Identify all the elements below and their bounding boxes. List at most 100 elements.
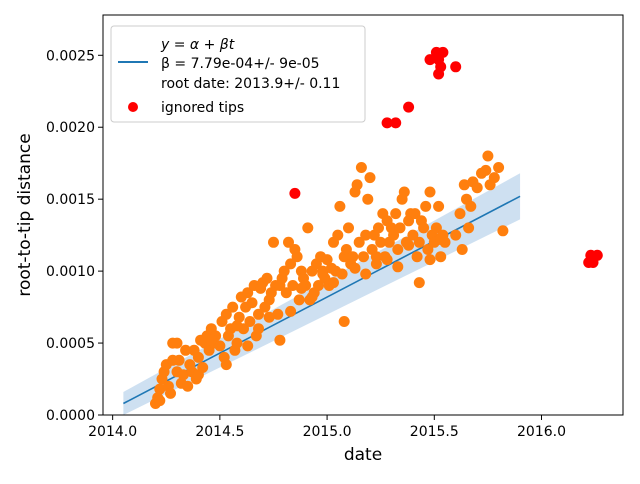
tip-point	[167, 354, 179, 366]
tip-point	[433, 200, 445, 212]
tip-point	[287, 280, 299, 291]
tip-point	[278, 265, 290, 277]
tip-point	[302, 222, 314, 234]
tip-point	[351, 179, 363, 191]
y-axis-label: root-to-tip distance	[15, 133, 35, 296]
tip-point	[388, 229, 400, 241]
tip-point	[306, 291, 318, 303]
tip-point	[268, 236, 279, 248]
tip-point	[253, 323, 264, 335]
tip-point	[418, 222, 430, 234]
tip-point	[295, 282, 307, 294]
ignored-tip-point	[450, 61, 462, 73]
tip-point	[358, 251, 369, 263]
tip-point	[411, 251, 423, 263]
legend-ignored-swatch	[128, 102, 138, 112]
tip-point	[407, 229, 419, 241]
tip-point	[360, 229, 372, 241]
tip-point	[450, 229, 462, 241]
tip-point	[340, 244, 352, 255]
tip-point	[285, 258, 297, 270]
tip-point	[280, 287, 292, 299]
tip-point	[192, 369, 204, 381]
tip-point	[456, 244, 468, 255]
tip-point	[430, 222, 442, 234]
tip-point	[182, 380, 194, 392]
y-tick-label: 0.0025	[46, 48, 95, 64]
y-axis-ticks: 0.0000 0.0005 0.0010 0.0015 0.0020 0.0025	[46, 48, 103, 424]
plot-area-frame	[102, 14, 624, 416]
tip-point	[244, 316, 256, 327]
x-tick-label: 2015.0	[303, 424, 352, 440]
ignored-tip-point	[433, 68, 445, 80]
legend-fit-formula: y = α + βt	[160, 37, 235, 53]
tip-point	[471, 182, 483, 194]
tip-point	[424, 254, 436, 266]
tip-point	[293, 294, 305, 306]
tip-point	[192, 351, 204, 363]
tip-point	[283, 236, 294, 248]
tip-point	[488, 172, 500, 184]
tip-point	[364, 172, 376, 184]
legend-fit-root-date: root date: 2013.9+/- 0.11	[161, 76, 340, 92]
tip-point	[291, 251, 303, 263]
tip-point	[435, 251, 447, 263]
tip-point	[420, 200, 432, 212]
tip-point	[180, 344, 192, 356]
tip-point	[493, 162, 505, 173]
tip-point	[242, 287, 254, 299]
ignored-tip-point	[390, 117, 402, 129]
ignored-tip-point	[424, 54, 436, 66]
tip-point	[231, 337, 243, 349]
y-tick-label: 0.0015	[46, 192, 95, 208]
tip-point	[424, 186, 436, 198]
tip-point	[336, 268, 348, 280]
x-tick-label: 2016.0	[517, 424, 566, 440]
tip-point	[347, 251, 359, 263]
ignored-tip-point	[437, 46, 449, 58]
tip-point	[220, 359, 232, 371]
legend-box	[110, 25, 366, 123]
tip-point	[338, 316, 350, 327]
x-axis-ticks: 2014.0 2014.5 2015.0 2015.5 2016.0	[88, 415, 566, 440]
tip-point	[231, 320, 243, 332]
tip-point	[482, 150, 494, 162]
x-axis-label: date	[344, 445, 382, 465]
tip-point	[263, 311, 275, 323]
tip-point	[422, 244, 434, 255]
tip-point	[214, 340, 226, 352]
y-tick-label: 0.0010	[46, 264, 95, 280]
tip-point	[398, 186, 410, 198]
y-tick-label: 0.0020	[46, 120, 95, 136]
tip-point	[370, 258, 382, 270]
tip-point	[463, 222, 475, 234]
tip-point	[394, 222, 406, 234]
tip-point	[458, 179, 470, 191]
legend-fit-slope: β = 7.79e-04+/- 9e-05	[161, 56, 320, 72]
tip-point	[313, 280, 324, 291]
tip-point	[355, 162, 367, 173]
tip-point	[285, 305, 297, 317]
tip-point	[242, 340, 254, 352]
tip-point	[171, 337, 183, 349]
tip-point	[154, 395, 166, 407]
legend: y = α + βt β = 7.79e-04+/- 9e-05 root da…	[110, 25, 366, 123]
tip-point	[390, 208, 402, 220]
tip-point	[413, 277, 425, 289]
tip-point	[409, 208, 421, 220]
tip-point	[274, 334, 286, 346]
tip-point	[177, 369, 189, 381]
ignored-tip-point	[381, 117, 393, 129]
tip-point	[332, 229, 344, 241]
tip-point	[353, 236, 365, 248]
tip-point	[403, 239, 415, 251]
tip-point	[328, 277, 339, 289]
tip-point	[321, 254, 333, 266]
tip-point	[480, 164, 492, 176]
tip-point	[261, 272, 273, 284]
tip-point	[154, 383, 166, 395]
tip-point	[362, 193, 374, 205]
tip-point	[233, 311, 245, 323]
tip-point	[413, 236, 425, 248]
